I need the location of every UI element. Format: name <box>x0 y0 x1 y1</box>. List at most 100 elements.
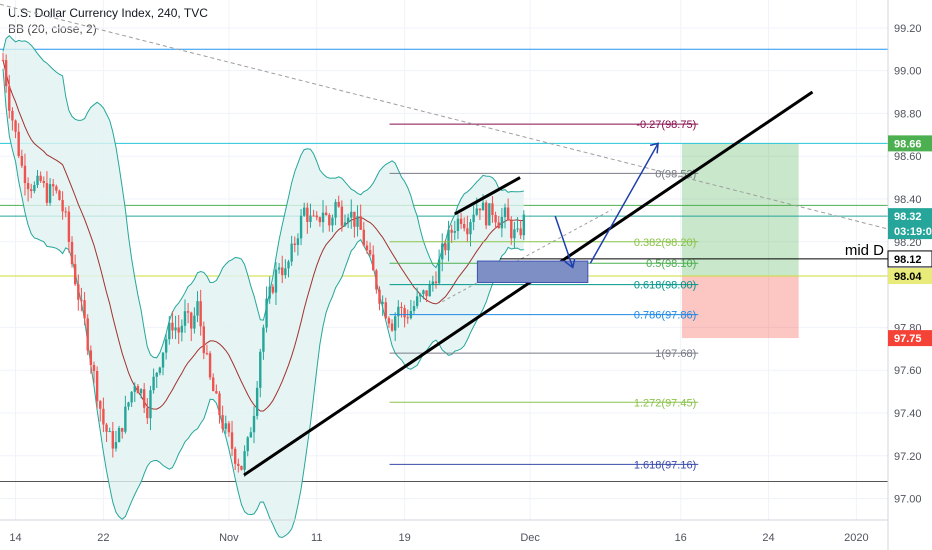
candle <box>506 198 510 221</box>
candle <box>412 300 416 314</box>
candle <box>303 202 306 217</box>
price-badge: 98.04 <box>888 268 932 285</box>
candle-body <box>177 327 180 333</box>
candle-body <box>17 131 20 156</box>
y-tick-label: 98.60 <box>894 151 922 163</box>
candle <box>510 216 513 245</box>
candle <box>186 303 190 324</box>
candle <box>161 352 165 376</box>
candle <box>55 184 58 194</box>
candle-body <box>419 294 422 297</box>
candle <box>230 420 234 457</box>
candle-body <box>252 415 256 433</box>
candle <box>494 211 497 229</box>
indicator-legend[interactable]: BB (20, close, 2) <box>8 22 97 36</box>
candle-body <box>249 432 253 438</box>
candle <box>61 191 64 220</box>
candle <box>478 208 482 220</box>
candle <box>497 216 500 229</box>
x-tick-label: 14 <box>9 532 21 544</box>
candle-body <box>73 264 77 285</box>
candle-body <box>453 231 456 233</box>
candle <box>265 286 268 333</box>
candle-body <box>127 402 130 407</box>
y-tick-label: 97.40 <box>894 408 922 420</box>
candle <box>20 149 24 169</box>
candle-body <box>343 222 347 226</box>
candle <box>519 219 522 240</box>
candle-body <box>350 211 353 218</box>
candle <box>108 427 111 433</box>
candle-body <box>55 186 58 191</box>
candle <box>11 107 14 131</box>
candle <box>437 249 441 285</box>
candle-body <box>48 184 52 203</box>
candle-body <box>133 386 136 392</box>
candle <box>64 207 67 218</box>
candle <box>73 254 77 287</box>
candle-body <box>362 229 366 246</box>
candle-body <box>121 428 124 432</box>
candle <box>384 297 387 320</box>
price-badge-label: 98.12 <box>894 254 922 266</box>
candle <box>246 436 249 457</box>
candle-body <box>42 180 45 184</box>
candle-body <box>497 222 500 229</box>
price-badge: 97.75 <box>888 330 932 347</box>
candle-body <box>105 424 108 432</box>
candle-body <box>368 249 372 255</box>
candle <box>218 391 221 424</box>
x-tick-label: 24 <box>762 532 774 544</box>
candle <box>102 397 105 433</box>
candle <box>353 211 356 238</box>
price-badge-label: 98.66 <box>894 138 922 150</box>
candle-body <box>444 243 447 251</box>
candle-body <box>381 302 384 304</box>
candle-body <box>95 370 99 402</box>
fib-level-label: -0.27(98.75) <box>636 119 696 131</box>
candle <box>95 366 99 409</box>
candle <box>312 209 315 217</box>
candle <box>277 262 281 274</box>
candle <box>52 178 55 197</box>
price-badge: 98.32 <box>888 208 932 225</box>
candle-body <box>158 367 162 373</box>
candle <box>346 213 350 229</box>
candle-body <box>52 184 55 187</box>
candle-body <box>152 376 155 391</box>
candle <box>381 295 384 316</box>
candle <box>180 319 184 342</box>
candle-body <box>359 216 362 230</box>
candle <box>268 276 271 304</box>
candle <box>375 268 378 294</box>
candle <box>259 348 262 398</box>
fib-level-label: 1.618(97.16) <box>634 459 696 471</box>
candle-body <box>8 86 11 111</box>
candle-body <box>412 306 416 312</box>
candle-body <box>36 175 39 186</box>
bb-upper <box>2 35 524 359</box>
candle <box>17 123 20 158</box>
candle-body <box>23 165 27 184</box>
price-badge: 03:19:01 <box>888 223 932 240</box>
fib-level-label: 0.5(98.10) <box>646 258 696 270</box>
candle-body <box>202 326 205 354</box>
candle-body <box>246 437 249 452</box>
candle-body <box>199 301 202 327</box>
candle-body <box>233 448 237 464</box>
candle <box>152 368 155 394</box>
candle <box>208 351 212 381</box>
candle-body <box>356 216 359 227</box>
candle <box>522 210 526 241</box>
candle-body <box>516 228 519 230</box>
candle-body <box>299 215 303 239</box>
candle <box>92 361 96 384</box>
candle-body <box>4 60 8 87</box>
candle-body <box>240 465 243 470</box>
candle-body <box>255 387 259 416</box>
candle-body <box>393 316 397 331</box>
candle <box>77 274 80 311</box>
candle-body <box>33 185 36 192</box>
